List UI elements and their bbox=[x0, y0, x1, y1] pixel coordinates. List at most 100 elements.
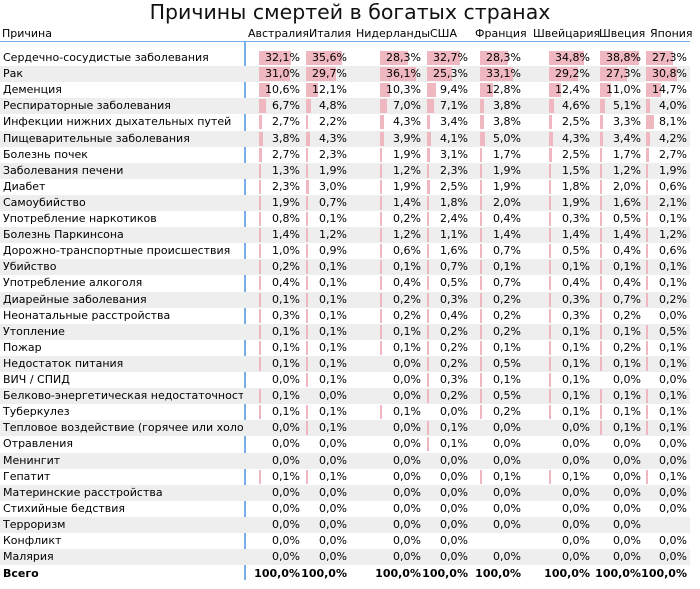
data-cell: 0,1% bbox=[562, 260, 590, 274]
data-cell: 0,0% bbox=[319, 501, 347, 515]
data-bar bbox=[600, 195, 602, 210]
data-bar bbox=[600, 389, 602, 404]
data-cell: 0,0% bbox=[613, 373, 641, 386]
data-bar bbox=[427, 276, 429, 291]
data-bar bbox=[646, 260, 648, 275]
data-cell: 0,3% bbox=[440, 373, 468, 386]
data-bar bbox=[549, 179, 551, 194]
data-bar bbox=[306, 179, 309, 194]
data-cell: 0,0% bbox=[493, 437, 521, 451]
data-bar bbox=[306, 276, 308, 291]
data-cell: 0,0% bbox=[562, 485, 590, 499]
row-label: Конфликт bbox=[3, 534, 62, 547]
data-bar bbox=[427, 195, 429, 210]
data-cell: 2,3% bbox=[440, 163, 468, 177]
data-cell: 0,0% bbox=[272, 437, 300, 451]
data-bar bbox=[306, 373, 308, 387]
data-bar bbox=[259, 276, 261, 291]
data-cell: 1,2% bbox=[393, 228, 421, 242]
data-bar bbox=[380, 324, 382, 339]
column-header-cause: Причина bbox=[2, 27, 52, 40]
data-cell: 0,7% bbox=[493, 244, 521, 258]
data-bar bbox=[306, 421, 308, 436]
row-label: ВИЧ / СПИД bbox=[3, 373, 70, 386]
data-bar bbox=[259, 212, 261, 226]
data-cell: 1,1% bbox=[440, 228, 468, 242]
data-bar bbox=[549, 115, 552, 130]
data-cell: 0,1% bbox=[493, 373, 521, 386]
row-stripe bbox=[0, 194, 690, 211]
data-cell: 10,6% bbox=[265, 83, 300, 97]
data-cell: 0,5% bbox=[613, 212, 641, 225]
data-bar bbox=[380, 195, 382, 210]
data-bar bbox=[600, 244, 602, 259]
data-cell: 5,0% bbox=[493, 131, 521, 145]
data-cell: 0,2% bbox=[393, 212, 421, 225]
data-bar bbox=[600, 405, 602, 420]
row-label: Пожар bbox=[3, 340, 42, 354]
data-cell: 0,2% bbox=[659, 292, 687, 306]
data-bar bbox=[380, 260, 382, 275]
data-cell: 0,0% bbox=[562, 517, 590, 531]
data-bar bbox=[480, 179, 482, 194]
data-cell: 0,0% bbox=[272, 501, 300, 515]
row-label: Сердечно-сосудистые заболевания bbox=[3, 51, 209, 64]
data-cell: 35,6% bbox=[312, 51, 347, 64]
data-cell: 2,7% bbox=[272, 147, 300, 161]
data-bar bbox=[549, 212, 551, 226]
data-bar bbox=[480, 356, 482, 371]
data-bar bbox=[600, 276, 602, 291]
data-cell: 0,0% bbox=[659, 453, 687, 467]
data-cell: 1,2% bbox=[393, 163, 421, 177]
data-cell: 0,0% bbox=[393, 389, 421, 403]
data-cell: 1,0% bbox=[272, 244, 300, 258]
data-cell: 0,0% bbox=[613, 469, 641, 483]
data-bar bbox=[259, 260, 261, 275]
data-bar bbox=[480, 308, 482, 323]
data-cell: 4,2% bbox=[659, 131, 687, 145]
data-cell: 2,5% bbox=[562, 147, 590, 161]
data-bar bbox=[600, 179, 602, 194]
row-label: Гепатит bbox=[3, 469, 51, 483]
data-cell: 0,6% bbox=[659, 244, 687, 258]
data-bar bbox=[646, 131, 651, 146]
data-cell: 0,4% bbox=[613, 276, 641, 290]
data-bar bbox=[306, 195, 308, 210]
data-bar bbox=[306, 115, 309, 130]
data-cell: 0,0% bbox=[393, 373, 421, 386]
data-bar bbox=[380, 131, 384, 146]
data-bar bbox=[306, 131, 311, 146]
data-cell: 0,2% bbox=[440, 324, 468, 338]
data-bar bbox=[259, 340, 261, 355]
data-bar bbox=[549, 51, 584, 65]
data-cell: 8,1% bbox=[659, 115, 687, 129]
data-bar bbox=[480, 115, 484, 130]
data-cell: 1,5% bbox=[562, 163, 590, 177]
data-cell: 0,5% bbox=[659, 324, 687, 338]
data-cell: 0,1% bbox=[319, 356, 347, 370]
data-cell: 0,0% bbox=[493, 501, 521, 515]
row-label: Малярия bbox=[3, 550, 54, 564]
data-cell: 0,5% bbox=[440, 276, 468, 290]
data-bar bbox=[380, 51, 409, 65]
data-bar bbox=[427, 308, 429, 323]
data-cell: 4,6% bbox=[562, 99, 590, 113]
data-cell: 0,2% bbox=[493, 324, 521, 338]
total-cell: 100,0% bbox=[475, 567, 521, 580]
data-cell: 0,0% bbox=[440, 550, 468, 564]
data-cell: 2,2% bbox=[319, 115, 347, 129]
data-cell: 0,1% bbox=[272, 324, 300, 338]
data-bar bbox=[549, 356, 551, 371]
data-bar bbox=[549, 469, 551, 484]
row-label: Употребление наркотиков bbox=[3, 212, 157, 225]
data-bar bbox=[380, 212, 382, 226]
data-cell: 0,4% bbox=[562, 276, 590, 290]
data-cell: 1,6% bbox=[440, 244, 468, 258]
data-cell: 0,0% bbox=[613, 517, 641, 531]
data-bar bbox=[549, 324, 551, 339]
data-bar bbox=[259, 405, 261, 420]
data-bar bbox=[480, 260, 482, 275]
data-cell: 1,7% bbox=[613, 147, 641, 161]
row-label: Самоубийство bbox=[3, 195, 86, 209]
